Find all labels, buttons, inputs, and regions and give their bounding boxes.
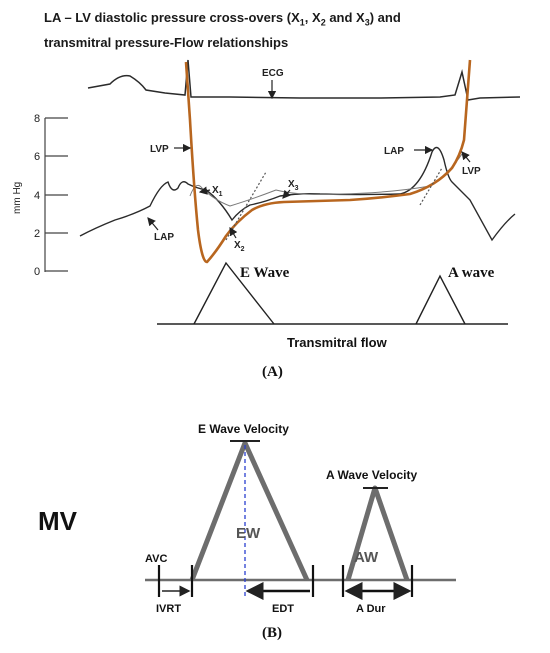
y-axis-label: mm Hg	[12, 182, 23, 214]
x2-arrow	[229, 226, 238, 239]
title-line2: transmitral pressure-Flow relationships	[44, 34, 289, 50]
aw-label: AW	[354, 549, 379, 566]
mv-label: MV	[38, 506, 77, 536]
x3-arrow	[282, 189, 291, 199]
title-sub1: 1	[299, 17, 305, 28]
ew-triangle	[189, 440, 310, 582]
a-wave-triangle	[415, 274, 466, 325]
lvp-right-label: LVP	[462, 166, 481, 177]
lap-trace	[79, 146, 516, 242]
title-sep2: and X	[325, 10, 365, 25]
lap-left-label: LAP	[154, 232, 174, 243]
y-tick-6: 6	[34, 151, 40, 163]
x2-label: X2	[234, 240, 245, 253]
title-line1-suffix: ) and	[369, 10, 401, 25]
ecg-trace	[87, 59, 521, 101]
ew-label: EW	[236, 525, 261, 542]
transmitral-flow-label: Transmitral flow	[287, 335, 388, 350]
x3-label: X3	[288, 179, 299, 192]
a-wave-velocity-label: A Wave Velocity	[326, 468, 417, 482]
y-tick-4: 4	[34, 190, 40, 202]
y-tick-8: 8	[34, 113, 40, 125]
y-tick-2: 2	[34, 228, 40, 240]
y-ticks	[45, 117, 68, 272]
lvp-right-arrow	[461, 151, 471, 163]
title-line1-prefix: LA – LV diastolic pressure cross-overs (…	[44, 10, 300, 25]
panel-b-label: (B)	[262, 625, 282, 641]
ecg-label: ECG	[262, 68, 284, 79]
y-tick-0: 0	[34, 266, 40, 278]
mv-tick-marks	[157, 565, 414, 597]
tangent-right	[419, 167, 443, 206]
title-sub2: 2	[320, 17, 326, 28]
avc-label: AVC	[145, 553, 167, 565]
e-wave-label: E Wave	[240, 265, 290, 281]
lvp-trace	[184, 59, 472, 264]
ivrt-label: IVRT	[156, 603, 181, 615]
title-sub3: 3	[364, 17, 370, 28]
edt-label: EDT	[272, 603, 294, 615]
x1-arrow	[198, 186, 211, 195]
figure-title: LA – LV diastolic pressure cross-overs (…	[44, 8, 524, 52]
x1-label: X1	[212, 185, 223, 198]
a-dur-label: A Dur	[356, 603, 386, 615]
a-wave-label: A wave	[448, 265, 495, 281]
panel-a-label: (A)	[262, 364, 283, 380]
lap-right-label: LAP	[384, 146, 404, 157]
aw-triangle	[345, 485, 410, 581]
lv-thin-trace	[189, 153, 463, 207]
title-sep1: , X	[304, 10, 321, 25]
e-wave-triangle	[193, 261, 275, 325]
lvp-left-label: LVP	[150, 144, 169, 155]
lap-left-arrow	[147, 217, 159, 231]
e-wave-velocity-label: E Wave Velocity	[198, 422, 289, 436]
